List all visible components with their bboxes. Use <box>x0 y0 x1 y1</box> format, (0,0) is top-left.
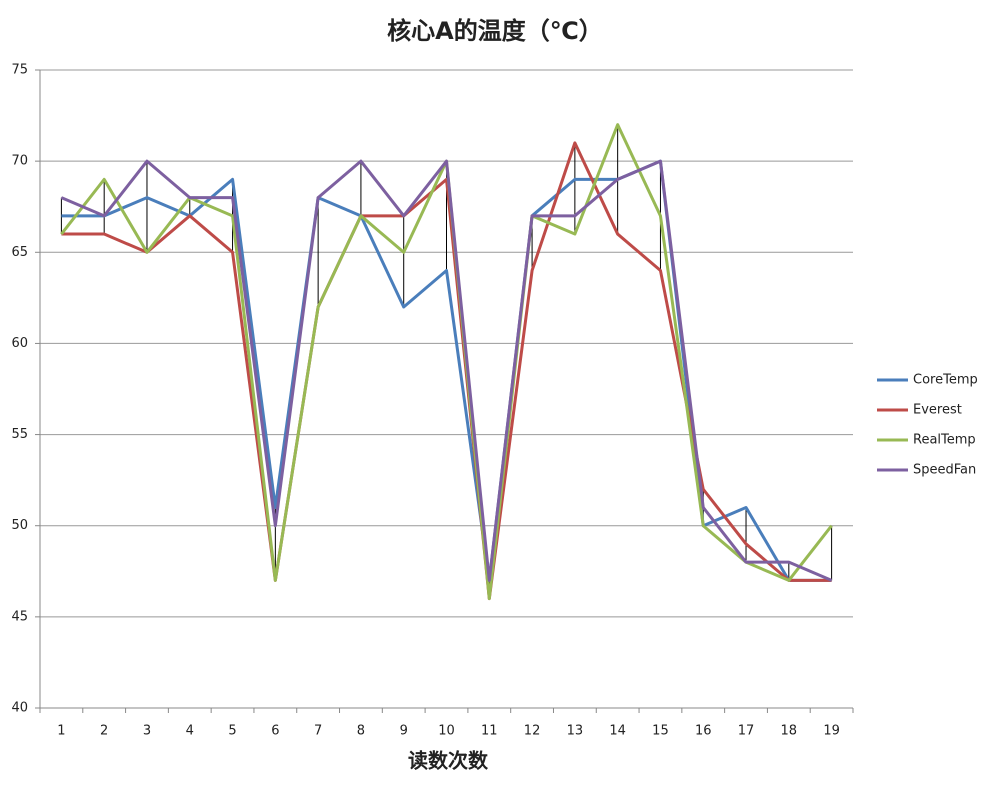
series-line <box>60 159 833 582</box>
x-tick-label: 1 <box>57 724 65 739</box>
x-tick-label: 11 <box>481 724 498 739</box>
x-tick-label: 5 <box>228 724 236 739</box>
x-tick-label: 14 <box>609 724 626 739</box>
x-tick-label: 10 <box>438 724 455 739</box>
y-tick-label: 60 <box>11 336 28 351</box>
y-tick-label: 40 <box>11 701 28 716</box>
chart-title: 核心A的温度（℃） <box>387 17 603 45</box>
y-tick-label: 65 <box>11 245 28 260</box>
x-axis-title: 读数次数 <box>408 749 489 773</box>
legend-label: RealTemp <box>913 433 976 448</box>
x-tick-label: 17 <box>738 724 755 739</box>
y-tick-label: 70 <box>11 154 28 169</box>
x-tick-label: 4 <box>186 724 194 739</box>
x-tick-label: 19 <box>823 724 840 739</box>
y-tick-label: 45 <box>11 609 28 624</box>
x-tick-label: 2 <box>100 724 108 739</box>
x-tick-label: 18 <box>781 724 798 739</box>
x-tick-label: 6 <box>271 724 279 739</box>
x-tick-label: 16 <box>695 724 712 739</box>
y-tick-label: 75 <box>11 63 28 78</box>
x-tick-label: 3 <box>143 724 151 739</box>
y-tick-label: 50 <box>11 518 28 533</box>
legend-label: SpeedFan <box>913 463 976 478</box>
y-tick-label: 55 <box>11 427 28 442</box>
x-tick-label: 13 <box>567 724 584 739</box>
x-tick-label: 12 <box>524 724 541 739</box>
legend-label: Everest <box>913 403 962 418</box>
x-tick-label: 9 <box>400 724 408 739</box>
x-tick-label: 8 <box>357 724 365 739</box>
x-tick-label: 15 <box>652 724 669 739</box>
legend-label: CoreTemp <box>913 373 978 388</box>
series-line <box>61 141 832 601</box>
x-tick-label: 7 <box>314 724 322 739</box>
